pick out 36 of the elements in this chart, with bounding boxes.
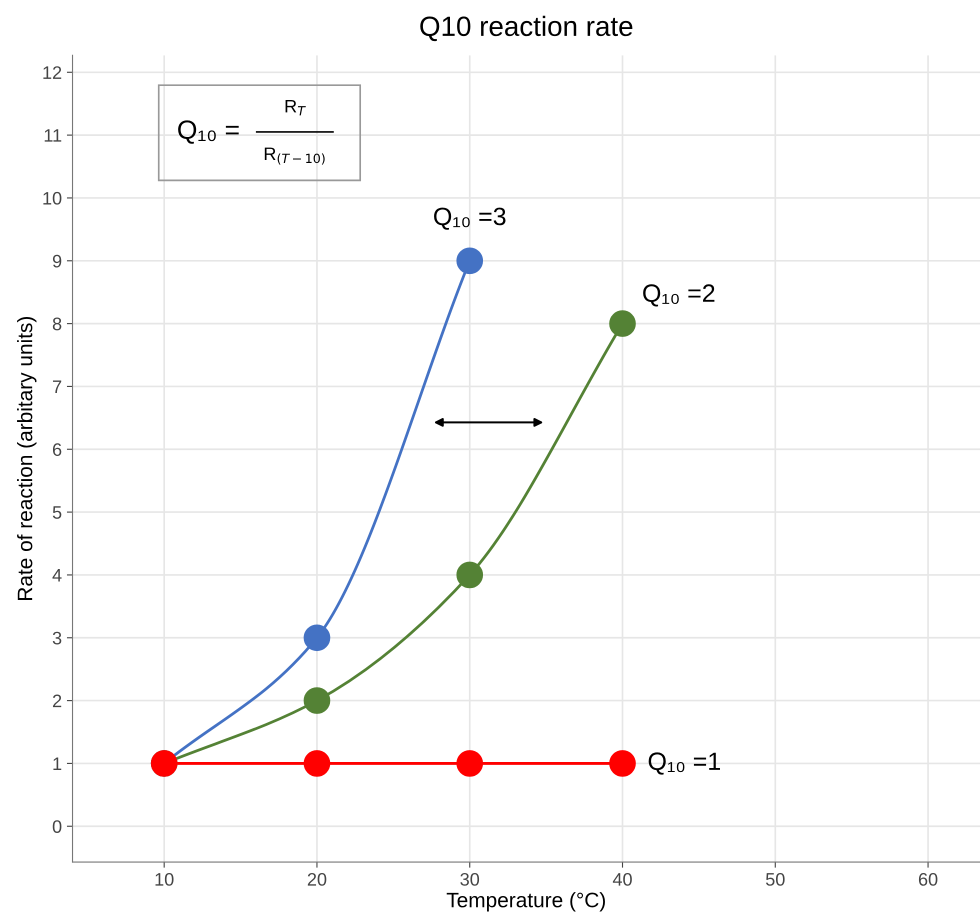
y-tick-label: 0 [52,820,62,833]
point [609,310,636,337]
y-tick-label: 7 [52,380,62,393]
point [609,750,636,777]
annotation: R$_{T}$ [286,100,306,116]
chart-title: Q10 reaction rate [420,16,632,42]
point [456,750,484,777]
point [456,247,484,274]
y-tick-label: 9 [52,254,62,268]
series-label: Q₁₀ =3 [434,208,506,230]
y-tick-label: 11 [44,129,62,142]
x-tick-label: 40 [612,872,632,886]
annotation: Q₁₀ = [178,120,239,144]
point [304,750,330,777]
y-tick-label: 5 [52,506,62,519]
series-label: Q₁₀ =1 [648,752,720,775]
point [456,562,484,588]
x-axis-title: Temperature (°C) [446,892,605,912]
x-tick-label: 10 [156,872,174,886]
x-tick-label: 30 [460,872,480,886]
y-tick-label: 10 [43,192,62,205]
annotation: R$_{(T−10)}$ [264,148,325,165]
y-tick-label: 4 [52,569,62,582]
y-tick-label: 1 [53,758,62,770]
y-tick-label: 8 [52,318,62,330]
y-tick-label: 6 [52,443,62,456]
x-tick-label: 50 [766,872,785,886]
point [304,624,330,652]
x-tick-label: 20 [308,872,326,886]
y-tick-label: 3 [52,632,62,644]
y-tick-label: 2 [52,694,62,708]
y-tick-label: 12 [43,66,62,79]
y-axis-title: Rate of reaction (arbitary units) [17,316,36,600]
point [304,687,330,714]
series-label: Q₁₀ =2 [643,284,714,306]
x-tick-label: 60 [918,872,938,886]
